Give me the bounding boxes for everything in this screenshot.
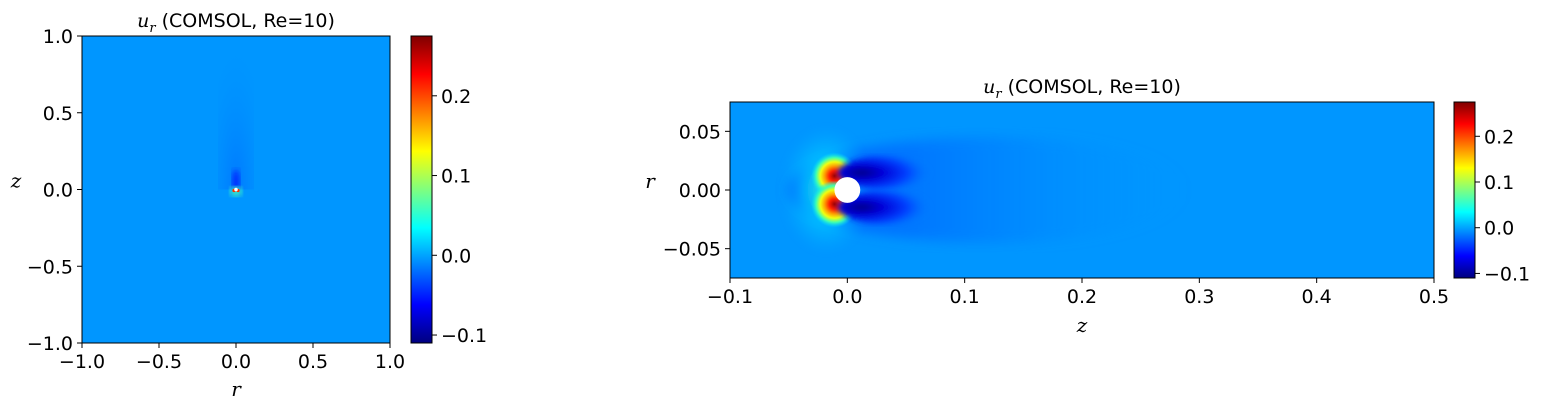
left-chart-title: ur (COMSOL, Re=10) [137,10,335,36]
colorbar-tick-label: 0.2 [441,86,471,108]
left-title-sub: r [149,21,156,36]
colorbar-tick-label: 0.2 [1484,126,1514,148]
x-tick-label: 0.0 [221,351,251,373]
left-x-axis-label: r [231,377,242,401]
colorbar-tick-label: 0.1 [1484,172,1514,194]
x-tick-label: 0.5 [1419,286,1449,308]
right-colorbar: −0.1 0.0 0.1 0.2 [1453,101,1530,285]
left-sphere-features [230,169,242,197]
x-tick-label: −0.5 [136,351,182,373]
x-tick-label: 0.1 [950,286,980,308]
right-heatmap-panel: ur (COMSOL, Re=10) −0.1 0.0 0.1 0.2 0.3 0.4 0.… [645,76,1530,337]
left-title-rest: (COMSOL, Re=10) [156,10,335,32]
left-x-ticks: −1.0 −0.5 0.0 0.5 1.0 [59,343,405,373]
colorbar-tick-label: −0.1 [441,325,487,347]
colorbar-gradient [410,35,433,344]
colorbar-tick-label: 0.0 [1484,218,1514,240]
y-tick-label: −0.5 [27,256,73,278]
y-tick-label: −0.05 [663,239,721,261]
right-y-axis-label: r [645,169,656,193]
left-y-axis-label: z [10,169,22,193]
x-tick-label: −1.0 [59,351,105,373]
left-y-ticks: −1.0 −0.5 0.0 0.5 1.0 [27,26,82,355]
x-tick-label: 0.3 [1184,286,1214,308]
right-x-axis-label: z [1076,313,1088,337]
left-heatmap-panel: ur (COMSOL, Re=10) −1.0 −0.5 0.0 0.5 1.0 −1.… [10,10,487,401]
colorbar-tick-label: −0.1 [1484,263,1530,285]
y-tick-label: 1.0 [43,26,73,48]
left-sphere [234,187,238,192]
right-y-ticks: −0.05 0.00 0.05 [663,121,730,261]
y-tick-label: 0.00 [679,180,721,202]
right-title-rest: (COMSOL, Re=10) [1002,76,1181,98]
right-downstream-min-lower [837,190,932,224]
colorbar-tick-label: 0.1 [441,166,471,188]
left-heatmap-wake-plume [218,36,254,190]
left-halo [230,186,242,197]
right-title-var: u [983,76,995,98]
y-tick-label: 0.05 [679,121,721,143]
left-colorbar: −0.1 0.0 0.1 0.2 [410,35,487,347]
x-tick-label: 0.0 [832,286,862,308]
y-tick-label: 0.0 [43,180,73,202]
right-chart-title: ur (COMSOL, Re=10) [983,76,1181,102]
y-tick-label: −1.0 [27,333,73,355]
sphere-obstacle [834,177,861,203]
right-downstream-min-upper [837,156,932,190]
y-tick-label: 0.5 [43,103,73,125]
right-title-sub: r [995,87,1002,102]
x-tick-label: 0.4 [1302,286,1332,308]
x-tick-label: 1.0 [375,351,405,373]
right-x-ticks: −0.1 0.0 0.1 0.2 0.3 0.4 0.5 [707,278,1449,308]
left-title-var: u [137,10,149,32]
x-tick-label: −0.1 [707,286,753,308]
colorbar-tick-label: 0.0 [441,245,471,267]
x-tick-label: 0.2 [1067,286,1097,308]
colorbar-gradient [1453,101,1476,279]
x-tick-label: 0.5 [298,351,328,373]
